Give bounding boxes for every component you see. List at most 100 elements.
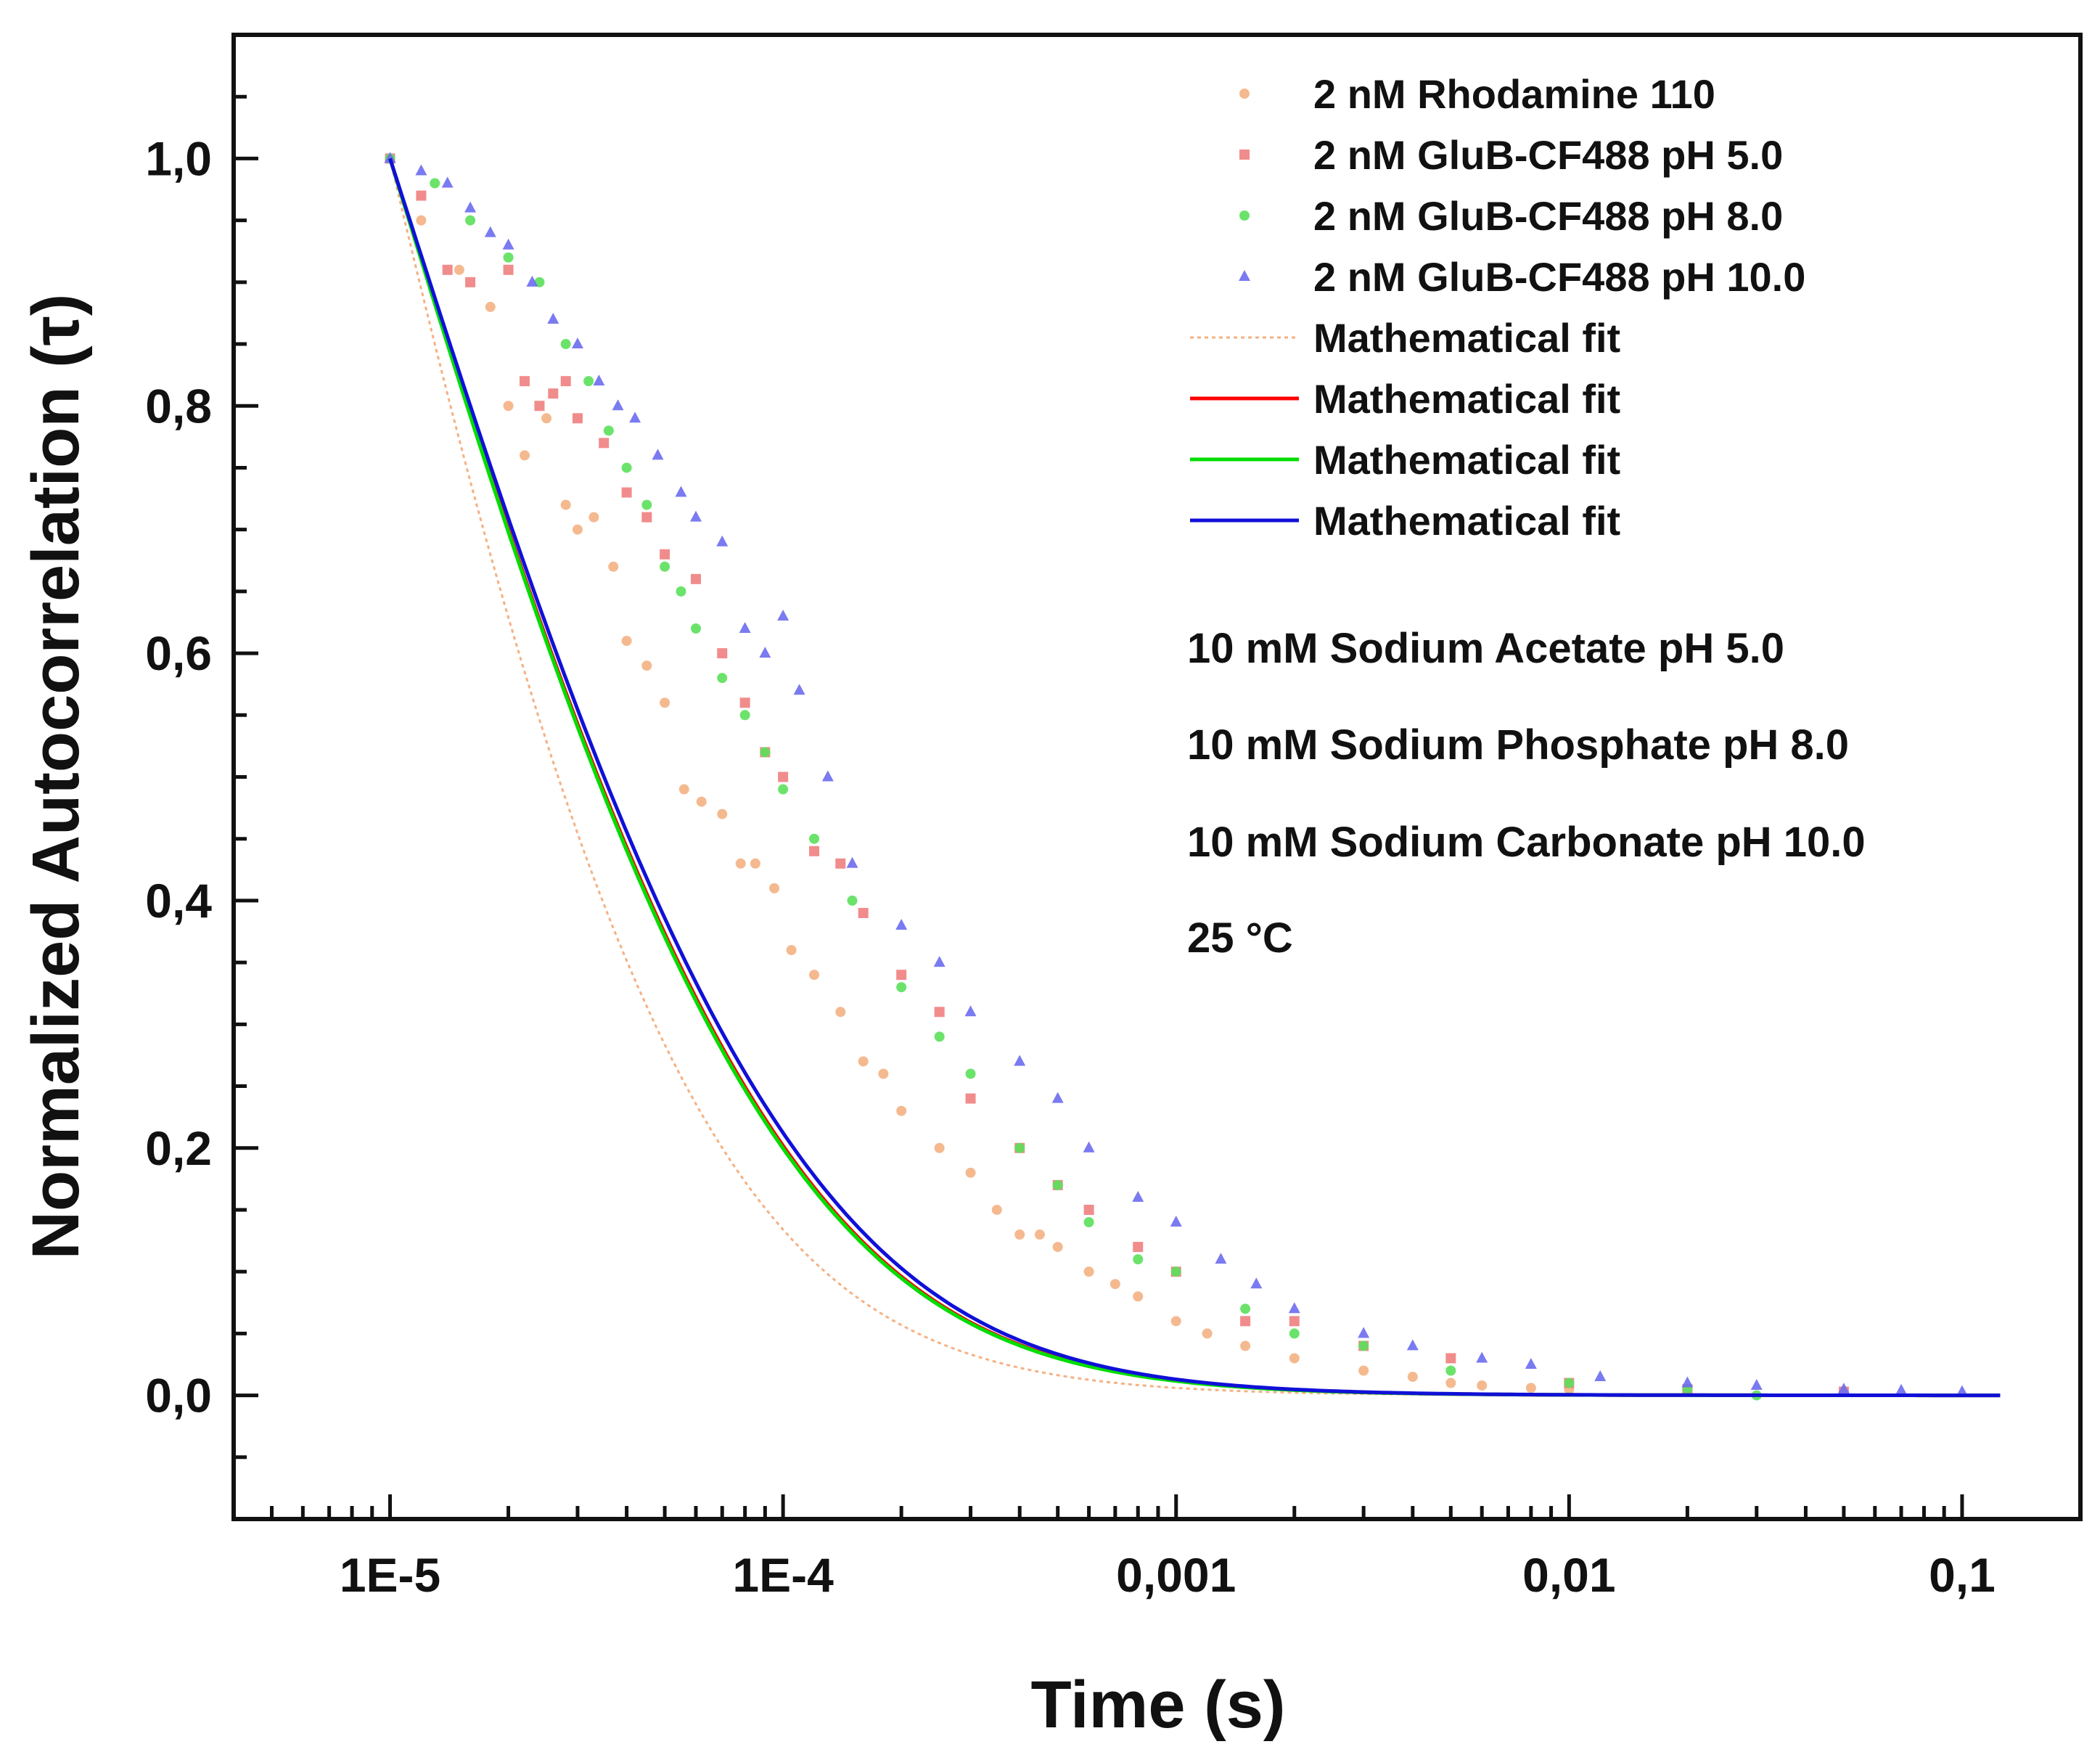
data-point-series-2 <box>1133 1242 1144 1253</box>
y-tick-label: 0,4 <box>145 874 212 928</box>
data-point-series-4 <box>1895 1383 1908 1395</box>
y-tick-label: 1,0 <box>145 131 212 185</box>
data-point-series-3 <box>717 673 728 684</box>
legend-label-5: Mathematical fit <box>1313 315 1620 361</box>
x-tick-label: 0,01 <box>1522 1548 1615 1602</box>
data-marks <box>384 152 1968 1401</box>
data-point-series-1 <box>519 450 530 461</box>
data-point-series-4 <box>441 176 454 188</box>
data-point-series-2 <box>690 573 701 584</box>
data-point-series-2 <box>835 858 846 869</box>
data-point-series-2 <box>560 376 571 387</box>
data-point-series-2 <box>1445 1353 1456 1364</box>
condition-line-3: 10 mM Sodium Carbonate pH 10.0 <box>1187 819 1866 866</box>
data-point-series-3 <box>690 623 701 634</box>
legend-label-3: 2 nM GluB-CF488 pH 8.0 <box>1313 193 1783 239</box>
data-point-series-4 <box>1215 1253 1227 1264</box>
data-point-series-3 <box>621 462 632 473</box>
x-tick-label: 0,1 <box>1929 1548 1996 1602</box>
data-point-series-2 <box>519 376 530 387</box>
data-point-series-4 <box>821 770 834 782</box>
data-point-series-3 <box>503 252 514 263</box>
data-point-series-1 <box>1407 1372 1418 1383</box>
data-point-series-1 <box>696 796 707 807</box>
legend-label-2: 2 nM GluB-CF488 pH 5.0 <box>1313 132 1783 178</box>
data-point-series-3 <box>739 710 750 721</box>
data-point-series-2 <box>965 1093 976 1104</box>
data-point-series-3 <box>465 215 476 226</box>
data-point-series-2 <box>599 438 610 449</box>
y-tick-label: 0,0 <box>145 1369 212 1423</box>
data-point-series-2 <box>503 264 514 275</box>
conditions-annotation: 10 mM Sodium Acetate pH 5.0 10 mM Sodium … <box>1187 625 1866 962</box>
data-point-series-3 <box>1052 1179 1063 1190</box>
data-point-series-2 <box>416 190 427 201</box>
data-point-series-1 <box>1289 1353 1300 1364</box>
data-point-series-1 <box>1202 1328 1213 1339</box>
data-point-series-1 <box>878 1068 889 1079</box>
data-point-series-1 <box>660 697 670 708</box>
condition-line-1: 10 mM Sodium Acetate pH 5.0 <box>1187 625 1784 672</box>
data-point-series-4 <box>526 275 538 287</box>
legend-label-7: Mathematical fit <box>1313 437 1620 483</box>
data-point-series-1 <box>1052 1242 1063 1253</box>
data-point-series-4 <box>415 164 427 176</box>
data-point-series-4 <box>1406 1339 1419 1351</box>
data-point-series-3 <box>1564 1378 1575 1388</box>
data-point-series-1 <box>641 660 652 671</box>
data-point-series-4 <box>1170 1216 1182 1227</box>
data-point-series-4 <box>1014 1055 1026 1066</box>
data-point-series-3 <box>778 784 789 795</box>
data-point-series-3 <box>965 1068 976 1079</box>
data-point-series-3 <box>847 895 858 906</box>
x-axis-ticks: 1E-5 1E-4 0,001 0,01 0,1 <box>231 1494 2083 1602</box>
data-point-series-4 <box>1051 1092 1064 1103</box>
data-point-series-4 <box>1250 1277 1263 1289</box>
data-point-series-4 <box>1132 1190 1144 1202</box>
data-point-series-3 <box>641 499 652 510</box>
y-tick-label: 0,2 <box>145 1121 212 1175</box>
data-point-series-3 <box>430 178 440 189</box>
data-point-series-2 <box>809 846 820 856</box>
data-point-series-2 <box>717 648 728 659</box>
data-point-series-2 <box>1240 1316 1251 1327</box>
data-point-series-1 <box>717 809 728 819</box>
data-point-series-3 <box>603 425 614 436</box>
data-point-series-4 <box>484 226 496 237</box>
data-point-series-1 <box>678 784 689 795</box>
data-point-series-1 <box>809 970 820 981</box>
data-point-series-3 <box>1170 1266 1181 1277</box>
data-point-series-1 <box>1477 1380 1488 1391</box>
data-point-series-3 <box>1133 1254 1144 1265</box>
data-point-series-4 <box>464 201 477 213</box>
data-point-series-3 <box>809 833 820 844</box>
data-point-series-2 <box>934 1007 945 1018</box>
data-point-series-2 <box>858 907 869 918</box>
legend-label-4: 2 nM GluB-CF488 pH 10.0 <box>1313 254 1805 300</box>
x-tick-label: 0,001 <box>1116 1548 1236 1602</box>
data-point-series-1 <box>965 1167 976 1178</box>
data-point-series-4 <box>1358 1327 1370 1338</box>
data-point-series-4 <box>846 856 858 868</box>
data-point-series-4 <box>793 684 805 695</box>
legend-marker-2 <box>1239 150 1250 160</box>
legend-marker-4 <box>1239 270 1250 281</box>
data-point-series-3 <box>1358 1341 1369 1351</box>
data-point-series-2 <box>641 512 652 523</box>
legend: 2 nM Rhodamine 110 2 nM GluB-CF488 pH 5.0… <box>1190 71 1805 544</box>
y-axis-title: Normalized Autocorrelation (τ) <box>19 294 93 1260</box>
data-point-series-4 <box>777 609 789 621</box>
data-point-series-2 <box>465 277 476 287</box>
data-point-series-4 <box>1476 1351 1488 1363</box>
data-point-series-4 <box>1837 1383 1850 1394</box>
data-point-series-4 <box>759 647 771 658</box>
data-point-series-2 <box>1289 1316 1300 1327</box>
data-point-series-4 <box>612 399 624 411</box>
data-point-series-1 <box>621 636 632 647</box>
data-point-series-1 <box>1110 1279 1120 1290</box>
data-point-series-3 <box>934 1031 945 1042</box>
data-point-series-1 <box>1525 1383 1536 1393</box>
y-tick-label: 0,8 <box>145 379 212 433</box>
data-point-series-1 <box>485 301 496 312</box>
fit-curves <box>388 157 2001 1398</box>
